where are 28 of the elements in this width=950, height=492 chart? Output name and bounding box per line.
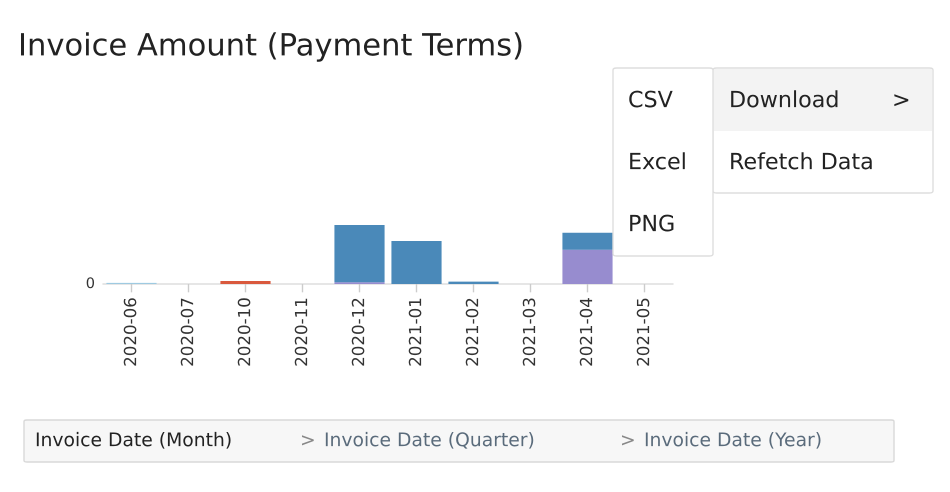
x-tick-label: 2020-07: [180, 298, 194, 366]
x-tick-label: 2021-04: [580, 298, 592, 366]
x-tick-label: 2021-05: [636, 298, 650, 366]
x-tick-label: 2020-06: [124, 298, 136, 366]
x-tick-label: 2021-02: [466, 298, 478, 366]
text: CSV: [629, 90, 673, 108]
text: Invoice Date (Year): [646, 432, 820, 449]
bar: [562, 250, 613, 284]
text: >: [894, 94, 908, 106]
text: Invoice Date (Quarter): [326, 432, 534, 449]
bar: [334, 225, 385, 282]
bar: [220, 281, 271, 284]
bar: [562, 232, 613, 250]
x-tick-label: 2020-10: [238, 298, 250, 366]
text: 0: [86, 277, 94, 288]
text: Refetch Data: [731, 152, 872, 170]
text: >: [302, 435, 314, 446]
x-tick-label: 2020-11: [294, 298, 308, 366]
text: Invoice Date (Month): [36, 432, 231, 449]
x-tick-label: 2021-03: [522, 298, 536, 366]
x-tick-label: 2021-01: [408, 298, 422, 366]
chart-title: Invoice Amount (Payment Terms): [21, 32, 522, 62]
text: Excel: [630, 152, 685, 170]
text: Download: [731, 90, 838, 108]
bar: [391, 240, 442, 284]
x-tick-label: 2020-12: [352, 298, 364, 366]
text: >: [622, 435, 634, 446]
annotation: PNG: [630, 214, 674, 232]
